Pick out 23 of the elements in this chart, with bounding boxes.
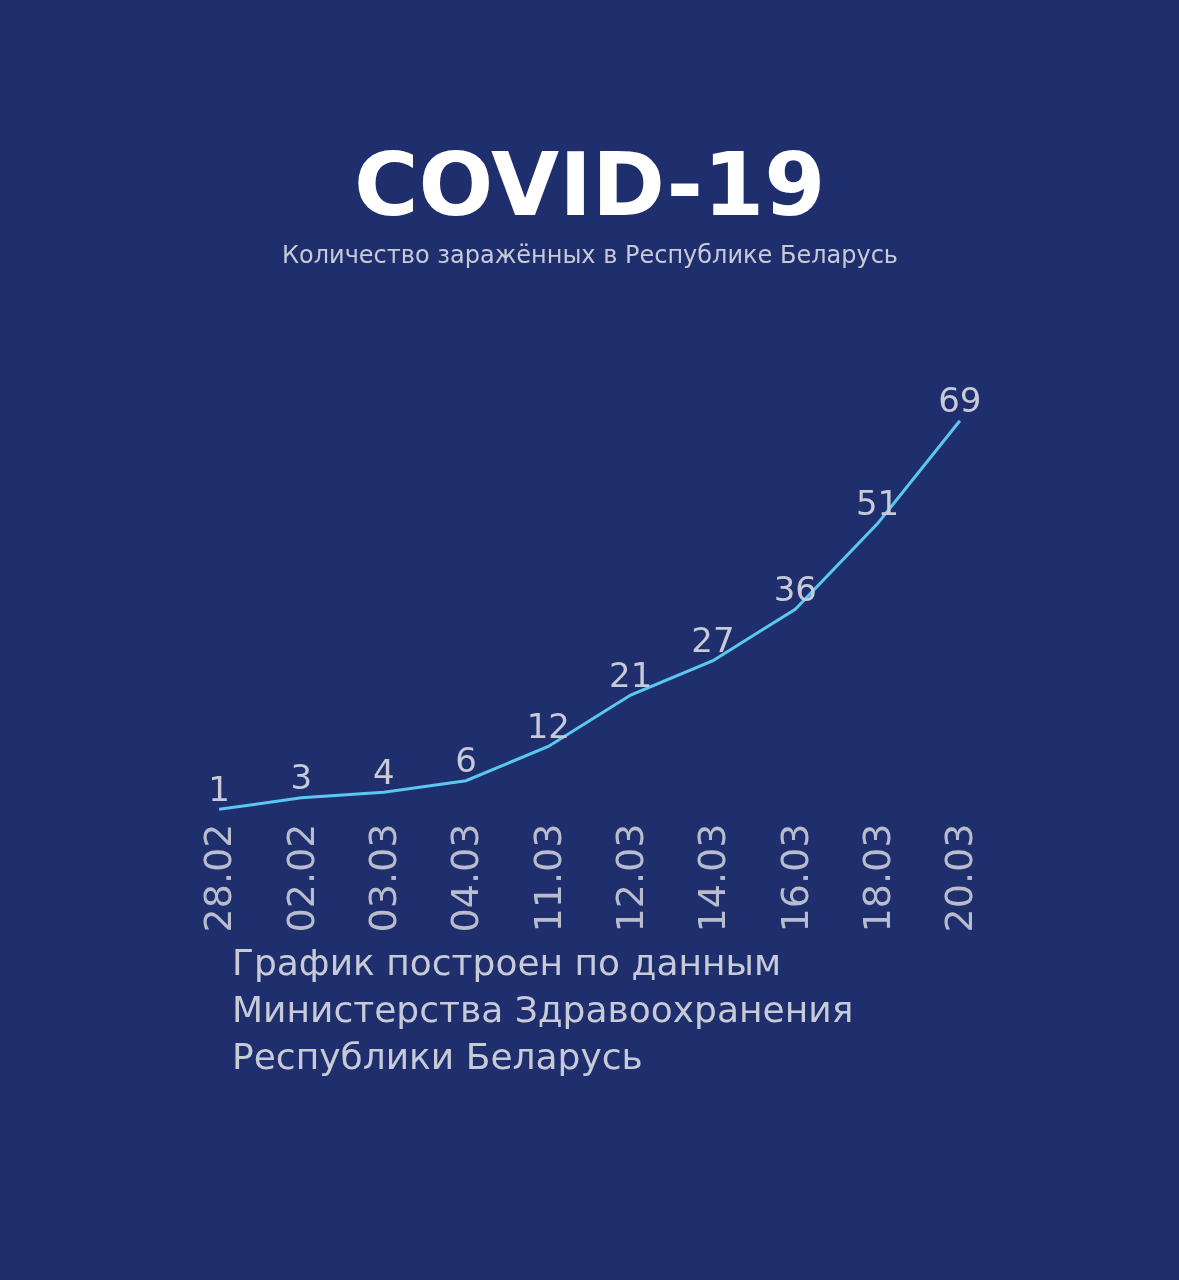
chart-title: COVID-19 xyxy=(354,133,826,236)
data-label: 6 xyxy=(455,740,477,781)
data-label: 36 xyxy=(773,568,817,609)
text: График построен по данным Министерства Здравоохранения Республики Беларусь xyxy=(232,942,854,1077)
data-label: 12 xyxy=(526,705,570,746)
x-tick-label: 11.03 xyxy=(525,823,570,933)
data-label: 4 xyxy=(372,751,395,792)
data-label: 21 xyxy=(609,654,653,695)
x-tick-label: 16.03 xyxy=(772,823,817,933)
x-tick-label: 12.03 xyxy=(608,823,652,933)
chart-subtitle: Количество заражённых в Республике Беларусь xyxy=(282,241,898,269)
x-tick-label: 03.03 xyxy=(361,823,406,933)
x-tick-label: 28.02 xyxy=(196,823,241,933)
x-tick-label: 20.03 xyxy=(937,823,982,933)
data-label: 27 xyxy=(691,620,735,661)
data-label: 1 xyxy=(208,768,230,809)
x-tick-label: 04.03 xyxy=(443,823,488,933)
data-label: 69 xyxy=(938,380,982,421)
x-tick-label: 18.03 xyxy=(854,823,899,933)
x-tick-label: 02.02 xyxy=(278,823,323,933)
x-tick-label: 14.03 xyxy=(690,823,735,933)
data-label: 51 xyxy=(855,483,900,524)
data-label: 3 xyxy=(290,757,313,798)
